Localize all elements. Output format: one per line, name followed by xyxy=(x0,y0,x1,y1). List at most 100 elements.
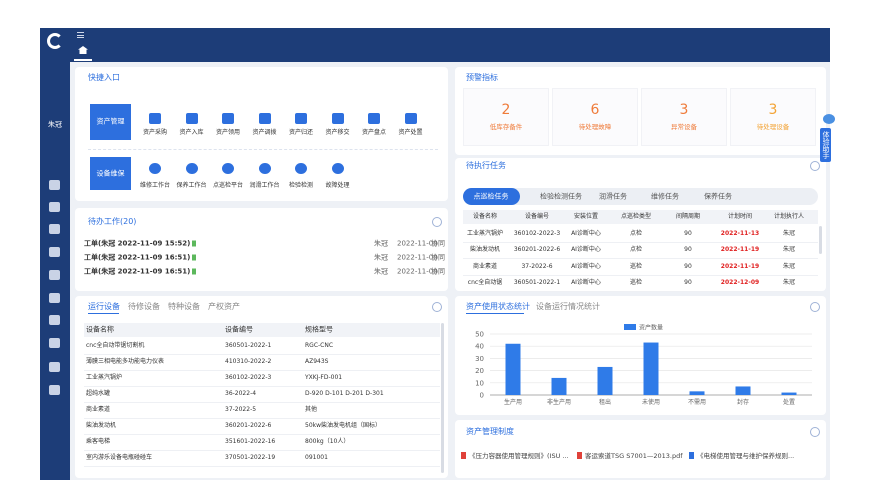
todo-user: 朱冠 xyxy=(374,267,388,276)
entry-label[interactable]: 资产领用 xyxy=(215,129,241,136)
alert-card[interactable] xyxy=(641,88,727,146)
entry-label[interactable]: 资产采购 xyxy=(142,129,168,136)
home-icon[interactable] xyxy=(78,46,88,54)
entry-label[interactable]: 资产移交 xyxy=(325,129,350,136)
nav-icon[interactable] xyxy=(49,247,60,257)
todo-tag: 协同 xyxy=(431,239,445,248)
cell: cnc全自动锯 xyxy=(467,278,503,286)
entry-label[interactable]: 资产处置 xyxy=(398,129,423,136)
cell: 柴油发动机 xyxy=(469,246,501,254)
nav-icon[interactable] xyxy=(49,293,60,303)
cell: 800kg（10人） xyxy=(305,438,350,445)
entry-icon[interactable] xyxy=(149,163,161,174)
nav-icon[interactable] xyxy=(49,338,60,348)
todo-tag: 协同 xyxy=(431,267,445,276)
alert-card[interactable] xyxy=(730,88,816,146)
tab[interactable]: 资产使用状态统计 xyxy=(466,302,530,311)
alert-label: 低库存备件 xyxy=(489,122,523,131)
nav-icon[interactable] xyxy=(49,180,60,190)
cell: cnc全自动带锯切割机 xyxy=(86,342,145,349)
tab[interactable]: 产权资产 xyxy=(208,302,240,311)
nav-icon[interactable] xyxy=(49,315,60,325)
entry-label[interactable]: 资产盘点 xyxy=(361,129,387,136)
entry-label[interactable]: 资产归还 xyxy=(288,129,314,136)
entry-label[interactable]: 点巡检平台 xyxy=(212,182,244,189)
entry-label[interactable]: 润滑工作台 xyxy=(249,182,280,189)
entry-icon[interactable] xyxy=(404,113,417,124)
more-button[interactable] xyxy=(810,302,820,312)
nav-icon[interactable] xyxy=(49,362,60,372)
nav-icon[interactable] xyxy=(49,270,60,280)
entry-icon[interactable] xyxy=(222,113,234,124)
entry-icon[interactable] xyxy=(295,163,307,174)
cell: 360201-2022-6 xyxy=(225,422,272,429)
tab[interactable]: 保养任务 xyxy=(704,192,732,200)
column-header: 设备名称 xyxy=(472,213,498,220)
entry-icon[interactable] xyxy=(331,163,344,174)
entry-label[interactable]: 检验检测 xyxy=(288,182,314,189)
more-button[interactable] xyxy=(810,427,820,437)
tab[interactable]: 润滑任务 xyxy=(599,192,627,200)
cell: 091001 xyxy=(305,454,328,461)
file-link[interactable]: 客运索道TSG S7001—2013.pdf xyxy=(585,451,683,460)
panel xyxy=(455,158,826,291)
cell: 朱冠 xyxy=(782,230,796,237)
column-header: 安装位置 xyxy=(573,213,599,220)
cell: 90 xyxy=(684,262,692,270)
entry-label[interactable]: 故障处理 xyxy=(325,182,350,189)
assistant-tab[interactable]: 体验助手 xyxy=(820,128,831,162)
todo-title[interactable]: 工单(朱冠 2022-11-09 16:51) xyxy=(84,254,197,262)
alert-card[interactable] xyxy=(552,88,638,146)
assistant-icon[interactable] xyxy=(823,114,835,124)
more-button[interactable] xyxy=(810,161,820,171)
cell: 2022-12-09 xyxy=(720,278,760,286)
file-link[interactable]: 《压力容器使用管理规则》(ISU ... xyxy=(469,451,569,460)
todo-title[interactable]: 工单(朱冠 2022-11-09 16:51) xyxy=(84,268,197,276)
nav-icon[interactable] xyxy=(49,224,60,234)
tab[interactable]: 设备运行情况统计 xyxy=(536,302,600,311)
row-line xyxy=(84,386,440,387)
tab[interactable]: 点巡检任务 xyxy=(473,192,509,200)
entry-icon[interactable] xyxy=(295,113,307,124)
alert-card[interactable] xyxy=(463,88,549,146)
tab-active xyxy=(463,188,520,205)
more-button[interactable] xyxy=(432,302,442,312)
entry-icon[interactable] xyxy=(258,163,271,174)
user-name: 朱冠 xyxy=(48,120,62,129)
alert-label: 待处理故障 xyxy=(578,122,612,131)
nav-icon[interactable] xyxy=(49,385,60,395)
nav-icon[interactable] xyxy=(49,202,60,212)
tab[interactable]: 特种设备 xyxy=(168,302,200,311)
entry-label[interactable]: 资产调拨 xyxy=(252,129,277,136)
file-link[interactable]: 《电梯使用管理与维护保养规则... xyxy=(697,451,795,460)
alert-label: 异常设备 xyxy=(671,122,697,131)
entry-icon[interactable] xyxy=(149,113,161,124)
entry-icon[interactable] xyxy=(185,113,198,124)
file-icon xyxy=(689,452,694,459)
cell: 50kw柴油发电机组（国标） xyxy=(305,422,382,429)
entry-icon[interactable] xyxy=(368,113,380,124)
cell: 工业蒸汽锅炉 xyxy=(466,230,504,237)
entry-label[interactable]: 维修工作台 xyxy=(139,182,171,189)
cell: AI诊断中心 xyxy=(571,246,601,254)
group-label: 设备维保 xyxy=(96,169,125,177)
entry-icon[interactable] xyxy=(258,113,271,124)
entry-icon[interactable] xyxy=(185,163,198,174)
tab[interactable]: 检验检测任务 xyxy=(540,192,582,200)
alert-value: 3 xyxy=(768,102,778,118)
todo-title[interactable]: 工单(朱冠 2022-11-09 15:52) xyxy=(84,240,197,248)
todo-user: 朱冠 xyxy=(374,253,388,262)
entry-label[interactable]: 保养工作台 xyxy=(176,182,207,189)
entry-icon[interactable] xyxy=(222,163,234,174)
tab[interactable]: 运行设备 xyxy=(88,302,120,311)
entry-icon[interactable] xyxy=(331,113,344,124)
tab[interactable]: 维修任务 xyxy=(651,192,679,200)
cell: 360501-2022-1 xyxy=(513,278,561,286)
row-line xyxy=(84,418,440,419)
divider xyxy=(88,149,438,150)
tab[interactable]: 待修设备 xyxy=(128,302,160,311)
more-button[interactable] xyxy=(432,217,442,227)
panel-title: 快捷入口 xyxy=(88,73,120,82)
entry-label[interactable]: 资产入库 xyxy=(179,129,204,136)
group-box xyxy=(90,157,131,190)
